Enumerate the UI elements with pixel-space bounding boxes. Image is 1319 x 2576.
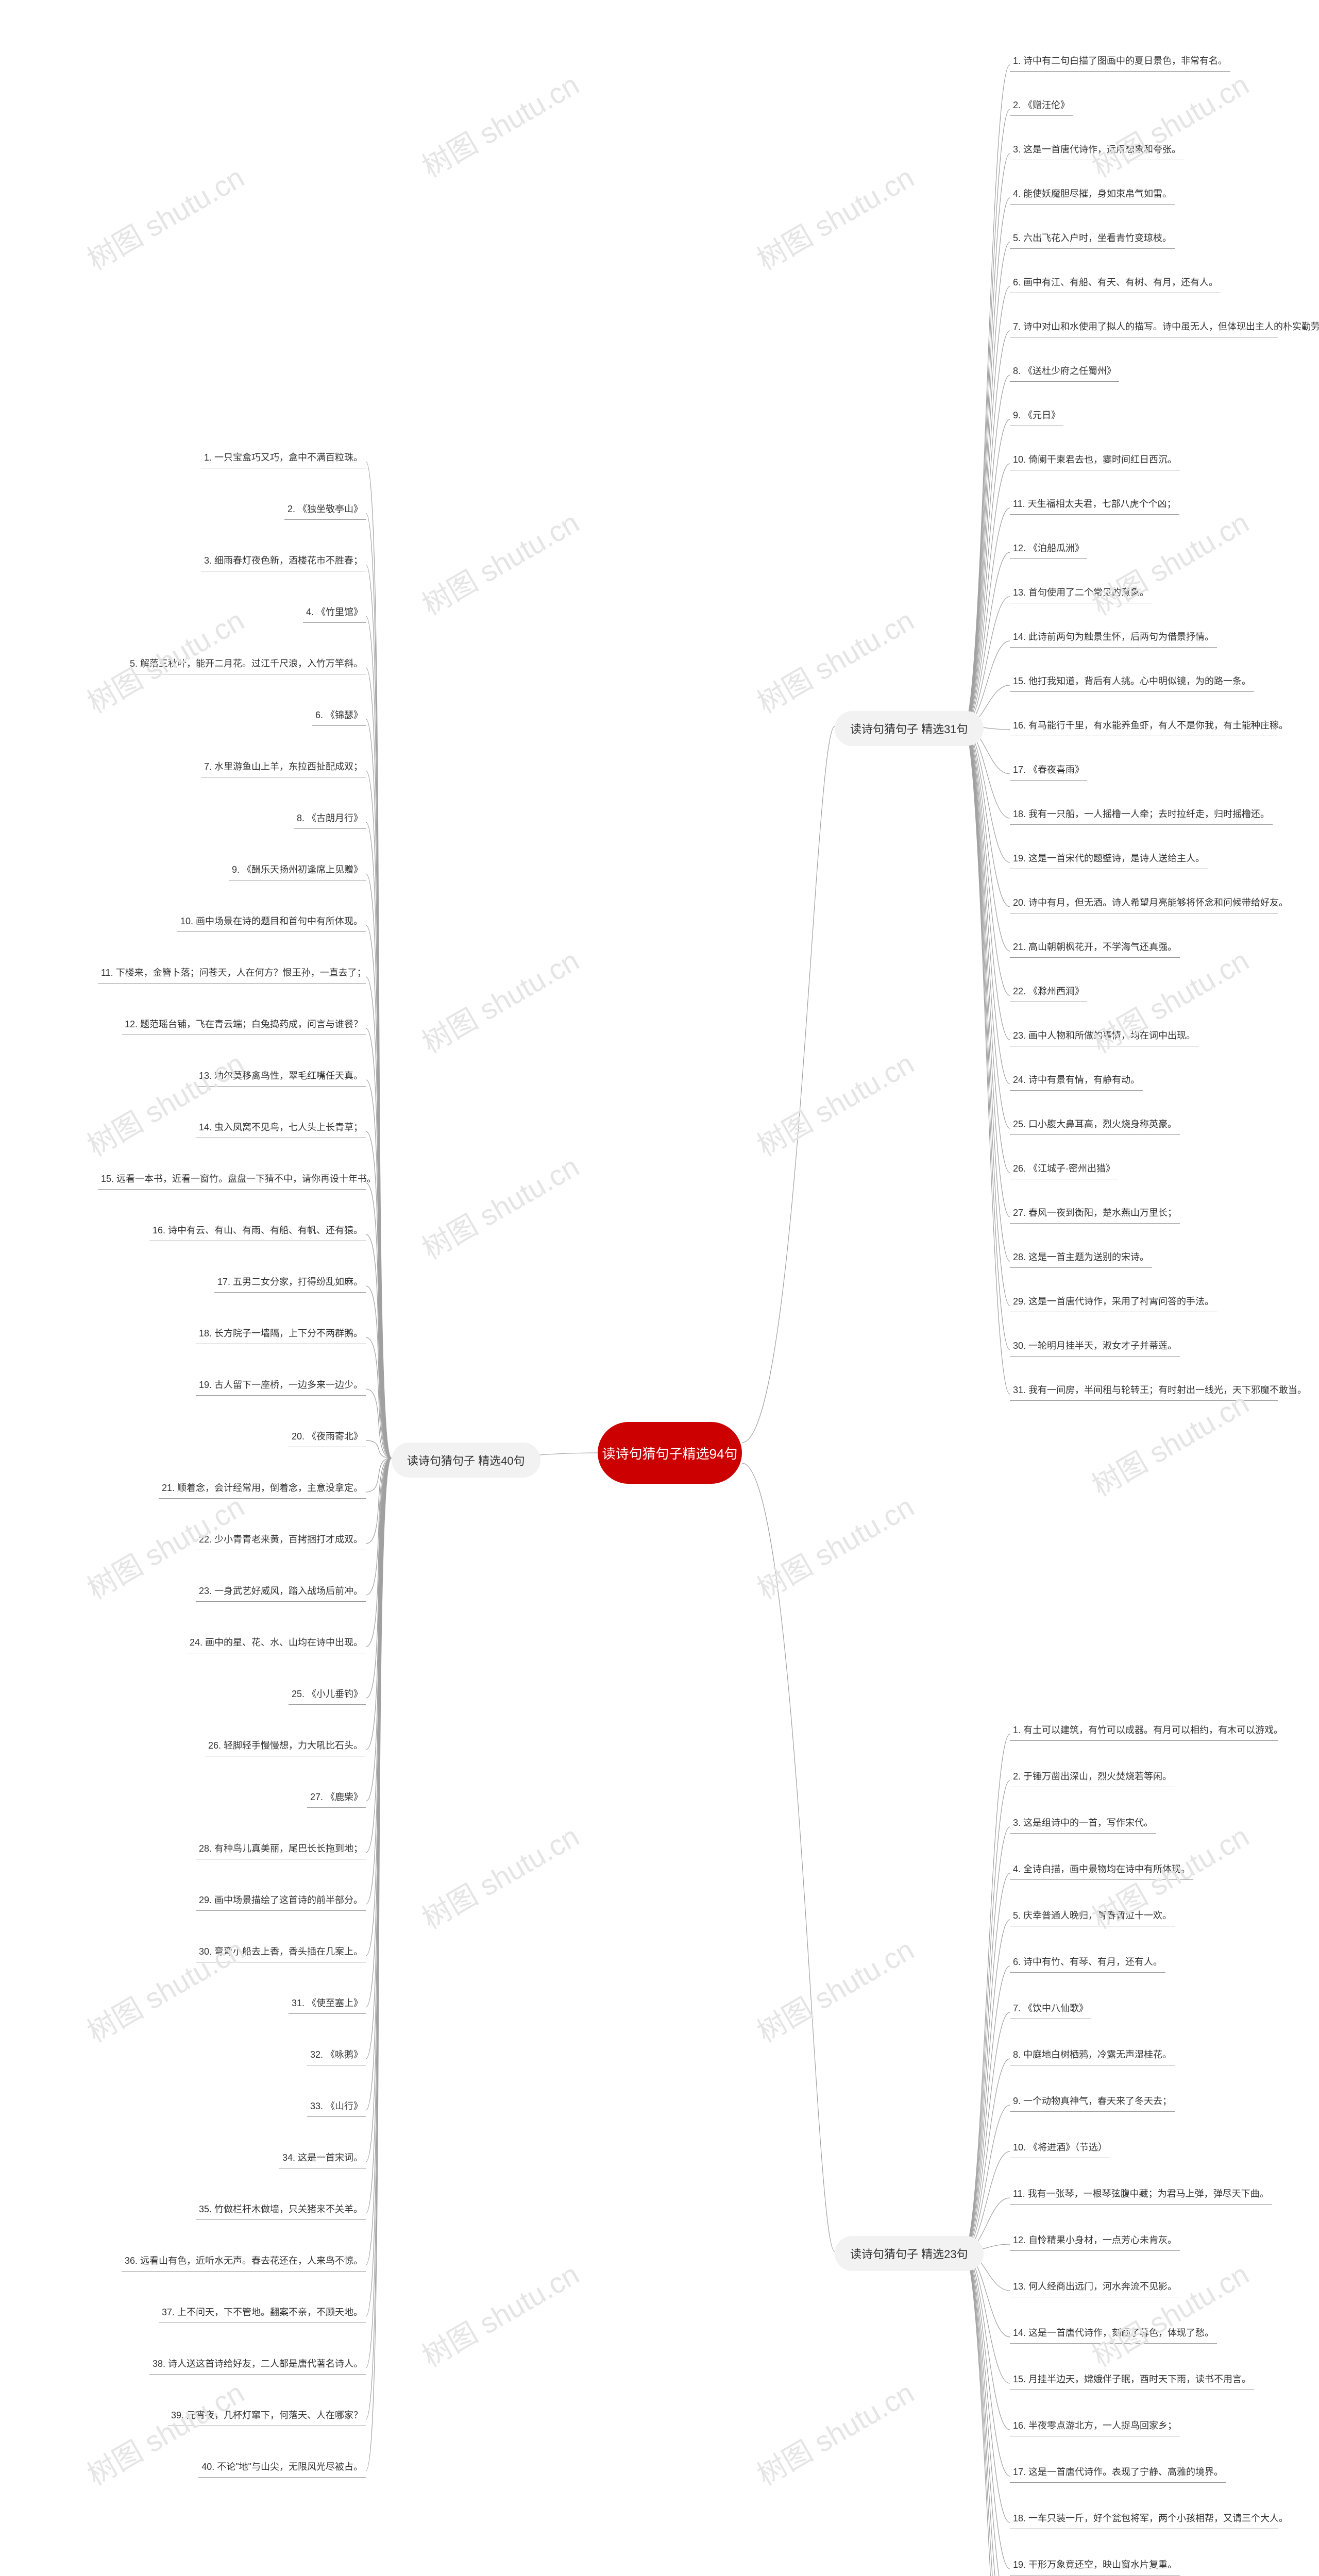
leaf-item: 17. 《春夜喜雨》 [1010,760,1087,781]
leaf-item: 9. 《酬乐天扬州初逢席上见赠》 [229,860,366,880]
leaf-item: 36. 远看山有色，近听水无声。春去花还在，人来鸟不惊。 [122,2251,366,2272]
leaf-item: 4. 《竹里馆》 [303,603,366,623]
leaf-item: 11. 天生福相太夫君，七部八虎个个凶； [1010,495,1179,515]
leaf-item: 13. 劝尔莫移禽鸟性，翠毛红嘴任天真。 [196,1066,366,1087]
leaf-item: 22. 《滁州西涧》 [1010,982,1087,1002]
leaf-item: 38. 诗人送这首诗给好友，二人都是唐代著名诗人。 [149,2354,366,2375]
leaf-item: 12. 题范瑶台铺，飞在青云端；白兔捣药成，问言与谁餐？ [122,1015,366,1035]
leaf-item: 17. 这是一首唐代诗作。表现了宁静、高雅的境界。 [1010,2463,1226,2483]
leaf-item: 24. 画中的星、花、水、山均在诗中出现。 [187,1633,366,1653]
leaf-item: 30. 弯弯小船去上香，香头插在几案上。 [196,1942,366,1962]
leaf-item: 10. 倚阑干柬君去也，霎时间红日西沉。 [1010,450,1180,470]
leaf-item: 29. 画中场景描绘了这首诗的前半部分。 [196,1891,366,1911]
leaf-item: 5. 六出飞花入户时，坐看青竹变琼枝。 [1010,229,1175,249]
leaf-item: 16. 诗中有云、有山、有雨、有船、有帆、还有猿。 [149,1221,366,1241]
leaf-item: 37. 上不问天，下不管地。翻案不亲，不顾天地。 [159,2303,366,2323]
leaf-item: 34. 这是一首宋词。 [279,2148,366,2168]
leaf-item: 3. 细雨春灯夜色新，酒楼花市不胜春； [201,551,366,571]
leaf-item: 4. 能使妖魔胆尽摧，身如束帛气如雷。 [1010,184,1175,205]
leaf-item: 1. 有土可以建筑，有竹可以成器。有月可以相约，有木可以游戏。 [1010,1721,1278,1741]
leaf-item: 1. 一只宝盒巧又巧，盒中不满百粒珠。 [201,448,366,468]
leaf-item: 27. 《鹿柴》 [307,1788,366,1808]
leaf-item: 20. 诗中有月，但无酒。诗人希望月亮能够将怀念和问候带给好友。 [1010,893,1278,913]
leaf-item: 29. 这是一首唐代诗作，采用了衬霄问答的手法。 [1010,1292,1217,1312]
leaf-item: 33. 《山行》 [307,2097,366,2117]
root-node: 读诗句猜句子精选94句 [598,1422,742,1484]
leaf-item: 17. 五男二女分家，打得纷乱如麻。 [214,1273,366,1293]
leaf-item: 28. 这是一首主题为送别的宋诗。 [1010,1248,1152,1268]
leaf-item: 21. 高山朝朝枫花开，不学海气还真强。 [1010,938,1180,958]
leaf-item: 16. 半夜零点游北方，一人捉鸟回家乡； [1010,2416,1180,2436]
leaf-item: 12. 《泊船瓜洲》 [1010,539,1087,559]
leaf-item: 7. 诗中对山和水使用了拟人的描写。诗中虽无人，但体现出主人的朴实勤劳。 [1010,317,1278,337]
leaf-item: 26. 轻脚轻手慢慢想，力大吼比石头。 [205,1736,366,1756]
leaf-item: 26. 《江城子·密州出猎》 [1010,1159,1118,1179]
leaf-item: 20. 《夜雨寄北》 [289,1427,366,1447]
leaf-item: 39. 元宵夜，几杯灯窜下，何落天、人在哪家？ [168,2406,366,2426]
leaf-item: 40. 不论"地"与山尖，无限风光尽被占。 [198,2458,366,2478]
leaf-item: 13. 首句使用了二个常见的意象。 [1010,583,1152,603]
leaf-item: 11. 下楼来，金簪卜落；问苍天，人在何方？恨王孙，一直去了； [98,963,366,984]
leaf-item: 12. 自怜精果小身材，一点芳心未肯灰。 [1010,2231,1180,2251]
leaf-item: 9. 《元日》 [1010,406,1063,426]
leaf-item: 16. 有马能行千里，有水能养鱼虾，有人不是你我，有土能种庄稼。 [1010,716,1278,736]
root-title: 读诗句猜句子精选94句 [602,1444,738,1463]
leaf-item: 7. 《饮中八仙歌》 [1010,1999,1091,2019]
leaf-item: 15. 月挂半边天，嫦娥伴子眠，酉时天下雨，读书不用言。 [1010,2370,1254,2390]
leaf-item: 14. 这是一首唐代诗作，刻画了暮色，体现了愁。 [1010,2324,1217,2344]
leaf-item: 24. 诗中有景有情，有静有动。 [1010,1071,1143,1091]
leaf-item: 21. 顺着念，会计经常用，倒着念，主意没拿定。 [159,1479,366,1499]
leaf-item: 31. 我有一间房，半间租与轮转王；有时射出一线光，天下邪魔不敢当。 [1010,1381,1278,1401]
leaf-item: 15. 远看一本书，近看一窗竹。盘盘一下猜不中，请你再设十年书。 [98,1170,366,1190]
leaf-item: 23. 一身武艺好威风，踏入战场后前冲。 [196,1582,366,1602]
branch-40-label: 读诗句猜句子 精选40句 [407,1454,525,1467]
leaf-item: 3. 这是一首唐代诗作，运用想象和夸张。 [1010,140,1184,160]
leaf-item: 19. 干形万象竟还空，映山窗水片复重。 [1010,2555,1180,2575]
leaf-item: 15. 他打我知道，背后有人挑。心中明似镜，为的路一条。 [1010,672,1254,692]
leaf-item: 18. 长方院子一墙隔，上下分不两群鹅。 [196,1324,366,1344]
leaf-item: 19. 这是一首宋代的题壁诗，是诗人送给主人。 [1010,849,1208,869]
leaf-item: 4. 全诗白描，画中景物均在诗中有所体现。 [1010,1860,1193,1880]
leaf-item: 27. 春风一夜到衡阳，楚水燕山万里长； [1010,1204,1180,1224]
leaf-item: 35. 竹做栏杆木做墙，只关猪来不关羊。 [196,2200,366,2220]
leaf-item: 11. 我有一张琴，一根琴弦腹中藏；为君马上弹，弹尽天下曲。 [1010,2184,1272,2205]
leaf-item: 5. 庆幸普通人晚归，青春暂泣十一欢。 [1010,1906,1175,1926]
leaf-item: 1. 诗中有二句白描了图画中的夏日景色，非常有名。 [1010,52,1230,72]
leaf-item: 13. 何人经商出远门，河水奔流不见影。 [1010,2277,1180,2297]
branch-23-label: 读诗句猜句子 精选23句 [850,2248,968,2261]
leaf-item: 5. 解落三秋叶，能开二月花。过江千尺浪，入竹万竿斜。 [127,654,366,674]
leaf-item: 10. 画中场景在诗的题目和首句中有所体现。 [177,912,366,932]
leaf-item: 25. 《小儿垂钓》 [289,1685,366,1705]
leaf-item: 14. 此诗前两句为触景生怀，后两句为借景抒情。 [1010,628,1217,648]
leaf-item: 8. 《送杜少府之任蜀州》 [1010,362,1119,382]
branch-23: 读诗句猜句子 精选23句 [835,2236,984,2271]
leaf-item: 2. 于锤万凿出深山，烈火焚烧若等闲。 [1010,1767,1175,1787]
leaf-item: 30. 一轮明月挂半天，淑女才子并蒂莲。 [1010,1336,1180,1357]
leaf-item: 23. 画中人物和所做的事情，均在词中出现。 [1010,1026,1198,1046]
leaf-item: 18. 我有一只船，一人摇橹一人牵；去时拉纤走，归时摇橹还。 [1010,805,1273,825]
leaf-item: 6. 《锦瑟》 [312,706,366,726]
leaf-item: 8. 《古朗月行》 [294,809,366,829]
leaf-item: 6. 诗中有竹、有琴、有月，还有人。 [1010,1953,1165,1973]
leaf-item: 9. 一个动物真神气，春天来了冬天去； [1010,2092,1175,2112]
leaf-item: 14. 虫入凤窝不见鸟，七人头上长青草； [196,1118,366,1138]
leaf-item: 6. 画中有江、有船、有天、有树、有月，还有人。 [1010,273,1221,293]
leaf-item: 28. 有种鸟儿真美丽，尾巴长长拖到地； [196,1839,366,1859]
leaf-item: 7. 水里游鱼山上羊，东拉西扯配成双； [201,757,366,777]
branch-40: 读诗句猜句子 精选40句 [392,1443,540,1478]
leaf-item: 10. 《将进酒》（节选） [1010,2138,1110,2158]
leaf-item: 25. 口小腹大鼻耳高，烈火烧身称英豪。 [1010,1115,1180,1135]
leaf-item: 2. 《赠汪伦》 [1010,96,1073,116]
branch-31: 读诗句猜句子 精选31句 [835,711,984,746]
branch-31-label: 读诗句猜句子 精选31句 [850,723,968,736]
leaf-item: 22. 少小青青老来黄，百拷捆打才成双。 [196,1530,366,1550]
leaf-item: 2. 《独坐敬亭山》 [284,500,366,520]
leaf-item: 8. 中庭地白树栖鸦，冷露无声湿桂花。 [1010,2045,1175,2065]
leaf-item: 31. 《使至塞上》 [289,1994,366,2014]
leaf-item: 19. 古人留下一座桥，一边多来一边少。 [196,1376,366,1396]
leaf-item: 3. 这是组诗中的一首，写作宋代。 [1010,1814,1156,1834]
leaf-item: 32. 《咏鹅》 [307,2045,366,2065]
leaf-item: 18. 一车只装一斤，好个瓮包将军，两个小孩相帮，又请三个大人。 [1010,2509,1278,2529]
